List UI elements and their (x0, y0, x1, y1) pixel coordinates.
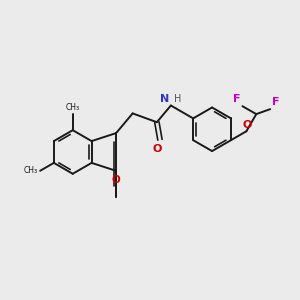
Text: CH₃: CH₃ (66, 103, 80, 112)
Text: H: H (174, 94, 181, 103)
Text: CH₃: CH₃ (24, 166, 38, 175)
Text: O: O (243, 120, 252, 130)
Text: N: N (160, 94, 169, 103)
Text: O: O (112, 175, 121, 185)
Text: F: F (233, 94, 240, 104)
Text: O: O (152, 144, 162, 154)
Text: F: F (272, 97, 280, 107)
